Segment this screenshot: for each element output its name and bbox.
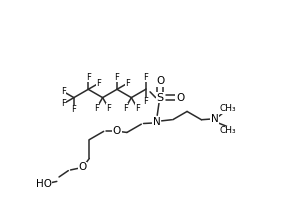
Text: CH₃: CH₃ [220,126,236,135]
Text: CH₃: CH₃ [219,104,236,113]
Text: N: N [153,117,161,127]
Text: F: F [115,73,119,82]
Text: O: O [113,126,121,136]
Text: F: F [96,79,101,88]
Text: F: F [125,79,130,88]
Text: F: F [61,87,66,96]
Text: O: O [176,93,184,103]
Text: O: O [156,76,164,86]
Text: N: N [211,114,219,124]
Text: HO: HO [36,179,52,189]
Text: F: F [71,105,76,114]
Text: F: F [143,97,148,106]
Text: F: F [61,99,66,108]
Text: F: F [86,73,91,82]
Text: O: O [79,162,87,172]
Text: F: F [123,104,128,113]
Text: F: F [143,73,148,82]
Text: F: F [106,104,111,113]
Text: S: S [156,93,164,103]
Text: F: F [94,104,99,113]
Text: F: F [135,104,140,113]
